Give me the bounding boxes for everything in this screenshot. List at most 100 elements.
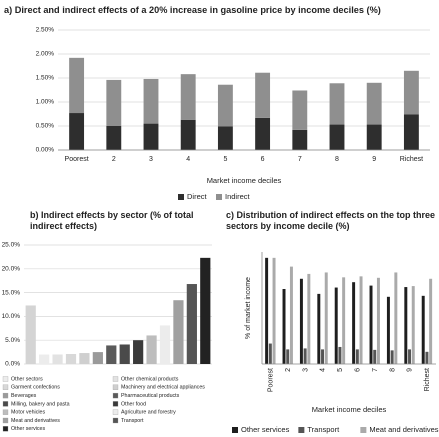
- chart-title: c) Distribution of indirect effects on t…: [226, 210, 436, 231]
- legend-label: Beverages: [11, 393, 37, 399]
- bar-segment: [366, 124, 382, 150]
- x-tick-label: Poorest: [268, 368, 275, 392]
- bar-segment: [403, 70, 419, 115]
- bar: [286, 349, 290, 364]
- bar: [272, 257, 276, 364]
- legend-swatch: [112, 409, 119, 415]
- bar: [369, 285, 373, 364]
- bar-segment: [143, 78, 159, 124]
- x-tick-label: 5: [223, 156, 227, 163]
- legend-label: Meat and derivatives: [11, 418, 60, 424]
- legend-label: Indirect: [225, 192, 251, 201]
- x-tick-label: 3: [302, 368, 309, 372]
- legend-label: Other services: [241, 425, 290, 434]
- bar: [404, 287, 408, 364]
- legend-label: Other food: [121, 401, 146, 407]
- legend-label: Milling, bakery and pasta: [11, 401, 70, 407]
- x-tick-label: 8: [389, 368, 396, 372]
- legend-swatch: [298, 427, 305, 433]
- legend-label: Other sectors: [11, 376, 43, 382]
- bar: [25, 305, 36, 364]
- legend-label: Machinery and electrical appliances: [121, 385, 205, 391]
- bar: [352, 282, 356, 364]
- legend-label: Transport: [307, 425, 340, 434]
- x-tick-label: 9: [372, 156, 376, 163]
- legend-label: Motor vehicles: [11, 410, 45, 416]
- bar: [421, 295, 425, 364]
- bar: [65, 354, 77, 364]
- bar: [52, 354, 63, 364]
- bar: [429, 278, 433, 364]
- bar: [186, 284, 197, 364]
- bar: [173, 300, 184, 364]
- legend-label: Direct: [187, 192, 208, 201]
- bar-segment: [329, 124, 345, 150]
- y-axis-label: % of market income: [245, 277, 252, 339]
- bar: [92, 352, 103, 364]
- bar-segment: [329, 83, 345, 125]
- bar: [303, 348, 307, 364]
- y-tick-label: 2.00%: [36, 51, 55, 58]
- x-axis-label: Market income deciles: [207, 176, 282, 185]
- legend-swatch: [112, 417, 119, 424]
- y-tick-label: 25.0%: [2, 242, 21, 249]
- bar: [390, 350, 394, 364]
- y-tick-label: 0.00%: [36, 147, 55, 154]
- bar: [342, 277, 346, 364]
- bar: [355, 349, 359, 364]
- legend-swatch: [112, 401, 119, 407]
- legend-label: Agriculture and forestry: [121, 410, 176, 416]
- bar-segment: [403, 114, 419, 150]
- bar-segment: [143, 123, 159, 150]
- bar: [394, 272, 398, 364]
- bar-segment: [106, 126, 122, 150]
- y-tick-label: 5.0%: [5, 337, 20, 344]
- bar: [268, 343, 272, 364]
- chart-title: a) Direct and indirect effects of a 20% …: [4, 5, 381, 15]
- bar-segment: [255, 72, 271, 118]
- y-tick-label: 2.50%: [36, 27, 55, 34]
- legend-swatch: [216, 194, 222, 200]
- y-tick-label: 0.50%: [36, 123, 55, 130]
- bar: [299, 278, 303, 364]
- chart-title: b) Indirect effects by sector (% of tota…: [30, 210, 194, 231]
- x-tick-label: 8: [335, 156, 339, 163]
- bar-segment: [292, 129, 308, 150]
- legend-label: Pharmaceutical products: [121, 393, 180, 399]
- legend-swatch: [2, 409, 9, 415]
- bar-segment: [106, 79, 122, 126]
- legend-label: Transport: [121, 418, 144, 424]
- bar-segment: [69, 113, 85, 150]
- bar-segment: [255, 117, 271, 150]
- bar-segment: [217, 84, 233, 127]
- legend-swatch: [2, 376, 9, 382]
- x-axis-label: Market income deciles: [312, 405, 387, 414]
- y-tick-label: 1.00%: [36, 99, 55, 106]
- bar: [373, 349, 377, 364]
- x-tick-label: 6: [261, 156, 265, 163]
- bar: [133, 340, 144, 364]
- x-tick-label: 3: [149, 156, 153, 163]
- x-tick-label: 7: [372, 368, 379, 372]
- bar-segment: [180, 74, 196, 120]
- bar-segment: [217, 126, 233, 150]
- legend-label: Other services: [11, 426, 45, 432]
- bar: [321, 349, 325, 364]
- x-tick-label: 6: [355, 368, 362, 372]
- legend-swatch: [178, 194, 184, 200]
- bar: [338, 346, 342, 364]
- legend-label: Meat and derivatives: [369, 425, 438, 434]
- bar: [408, 349, 412, 364]
- legend-swatch: [2, 417, 9, 424]
- x-tick-label: 9: [407, 368, 414, 372]
- x-tick-label: Richest: [400, 156, 423, 163]
- y-tick-label: 0.0%: [5, 361, 20, 368]
- bar: [411, 286, 415, 364]
- legend-swatch: [360, 427, 367, 433]
- bar-segment: [69, 57, 85, 114]
- legend-swatch: [232, 427, 238, 433]
- bar: [79, 353, 90, 364]
- bar: [39, 354, 50, 364]
